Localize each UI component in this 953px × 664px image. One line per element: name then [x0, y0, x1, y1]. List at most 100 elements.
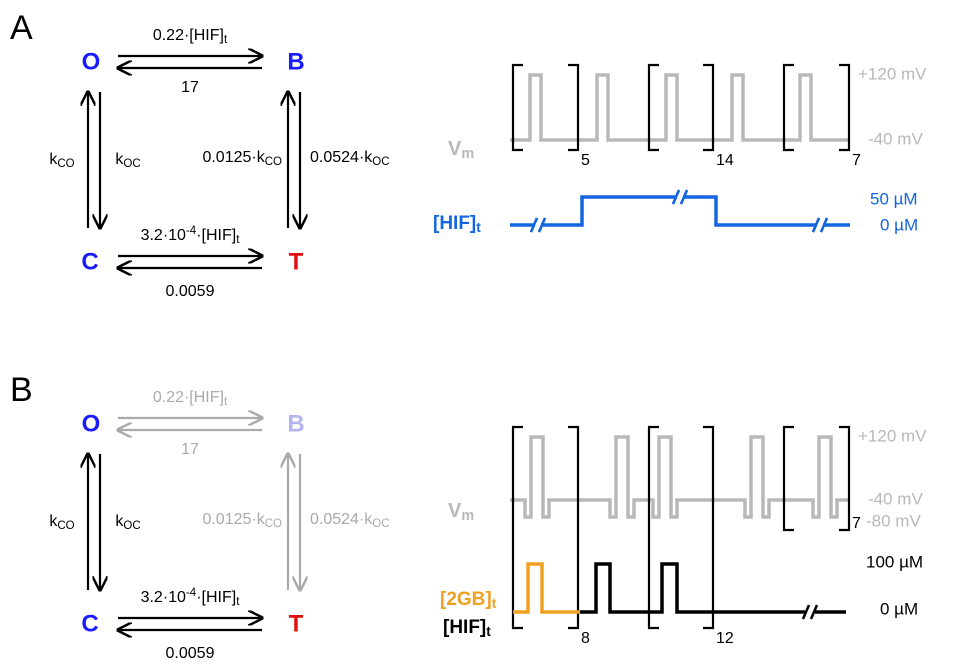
- rate-label: kOC: [115, 151, 140, 169]
- level-label: 0 µM: [880, 599, 918, 618]
- voltage-label: Vm: [448, 138, 474, 162]
- text-segment: -4: [186, 225, 197, 237]
- text-segment: m: [461, 146, 474, 162]
- level-label: -40 mV: [868, 489, 923, 508]
- repeat-count: 12: [716, 630, 734, 647]
- text-segment: -4: [186, 587, 197, 599]
- panel-label: A: [10, 9, 33, 47]
- break-gap: [805, 609, 815, 615]
- text-segment: 0.0059: [166, 283, 215, 300]
- break-mark: [809, 604, 819, 620]
- rate-label: 0.0125·kCO: [202, 149, 282, 167]
- rate-label: kCO: [49, 513, 74, 531]
- text-segment: k: [49, 151, 58, 168]
- rate-label: 3.2·10-4·[HIF]t: [141, 587, 241, 608]
- text-segment: [2GB]: [440, 589, 492, 610]
- bracket: [839, 425, 851, 532]
- gb-label: [2GB]t: [440, 589, 497, 611]
- bracket: [782, 63, 794, 152]
- text-segment: [HIF]: [433, 213, 476, 234]
- break-mark: [801, 604, 811, 620]
- break-mark: [819, 217, 829, 233]
- text-segment: 17: [181, 79, 199, 96]
- text-segment: CO: [57, 520, 74, 532]
- level-label: 0 µM: [880, 215, 918, 234]
- bracket: [647, 425, 659, 630]
- repeat-count: 8: [581, 630, 590, 647]
- text-segment: OC: [372, 156, 389, 168]
- text-segment: t: [224, 396, 228, 408]
- break-gap: [677, 194, 683, 200]
- rate-label: 17: [181, 79, 199, 96]
- rate-label: 3.2·10-4·[HIF]t: [141, 225, 241, 246]
- bracket: [568, 63, 580, 152]
- state-label: C: [81, 610, 98, 637]
- rate-label: 0.0524·kOC: [310, 149, 390, 167]
- state-label: B: [287, 410, 304, 437]
- hif-trace: [580, 562, 846, 614]
- state-label: C: [81, 248, 98, 275]
- rate-label: 0.22·[HIF]t: [153, 27, 228, 45]
- rate-label: 0.0125·kCO: [202, 511, 282, 529]
- state-label: T: [289, 248, 304, 275]
- text-segment: t: [492, 596, 497, 611]
- rate-label: 0.0524·kOC: [310, 511, 390, 529]
- text-segment: 0.22·[HIF]: [153, 389, 224, 406]
- rate-label: kCO: [49, 151, 74, 169]
- voltage-trace: [510, 73, 850, 142]
- text-segment: CO: [57, 158, 74, 170]
- repeat-count: 5: [581, 152, 590, 169]
- level-label: 50 µM: [870, 189, 918, 208]
- hif-trace: [510, 195, 850, 227]
- break-mark: [679, 189, 689, 205]
- text-segment: 0.0125·k: [202, 511, 265, 528]
- bracket: [511, 63, 523, 152]
- text-segment: k: [49, 513, 58, 530]
- rate-label: kOC: [115, 513, 140, 531]
- rate-label: 0.0059: [166, 283, 215, 300]
- text-segment: ·[HIF]: [196, 589, 236, 606]
- state-label: O: [82, 48, 101, 75]
- bracket: [839, 63, 851, 152]
- text-segment: 3.2·10: [141, 227, 186, 244]
- text-segment: 0.0125·k: [202, 149, 265, 166]
- text-segment: CO: [265, 156, 282, 168]
- text-segment: 0.22·[HIF]: [153, 27, 224, 44]
- state-label: T: [289, 610, 304, 637]
- text-segment: 0.0059: [166, 645, 215, 662]
- break-gap: [817, 222, 823, 228]
- text-segment: k: [115, 513, 124, 530]
- repeat-count: 14: [716, 152, 734, 169]
- text-segment: 0.0524·k: [310, 149, 373, 166]
- text-segment: OC: [372, 518, 389, 530]
- bracket: [782, 425, 794, 532]
- text-segment: m: [461, 508, 474, 524]
- text-segment: 3.2·10: [141, 589, 186, 606]
- text-segment: 17: [181, 441, 199, 458]
- level-label: +120 mV: [858, 64, 927, 83]
- level-label: +120 mV: [858, 426, 927, 445]
- break-mark: [671, 189, 681, 205]
- break-mark: [537, 217, 547, 233]
- voltage-label: Vm: [448, 500, 474, 524]
- text-segment: OC: [123, 520, 140, 532]
- state-label: B: [287, 48, 304, 75]
- text-segment: ·[HIF]: [196, 227, 236, 244]
- break-mark: [811, 217, 821, 233]
- level-label: -40 mV: [868, 129, 923, 148]
- text-segment: OC: [123, 158, 140, 170]
- text-segment: V: [448, 500, 462, 522]
- state-label: O: [82, 410, 101, 437]
- rate-label: 0.22·[HIF]t: [153, 389, 228, 407]
- text-segment: t: [236, 234, 240, 246]
- hif-label: [HIF]t: [443, 617, 491, 639]
- text-segment: t: [236, 596, 240, 608]
- bracket: [703, 63, 715, 152]
- text-segment: t: [476, 220, 481, 235]
- text-segment: t: [224, 34, 228, 46]
- text-segment: 0.0524·k: [310, 511, 373, 528]
- break-mark: [529, 217, 539, 233]
- rate-label: 0.0059: [166, 645, 215, 662]
